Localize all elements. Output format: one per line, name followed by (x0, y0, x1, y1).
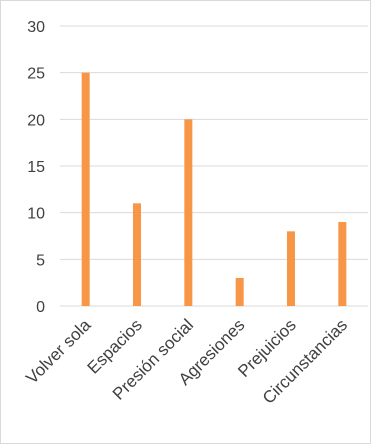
bar-volver-sola (81, 72, 90, 307)
y-tick-label-30: 30 (27, 19, 45, 36)
y-tick-label-20: 20 (27, 112, 45, 129)
bar-circunstancias (338, 222, 347, 306)
y-axis-ticks: 0 5 10 15 20 25 30 (27, 19, 45, 316)
y-tick-label-10: 10 (27, 206, 45, 223)
y-tick-label-0: 0 (36, 299, 45, 316)
bar-agresiones (235, 278, 244, 306)
x-tick-label-0: Volver sola (22, 315, 95, 388)
gridlines (60, 25, 368, 307)
y-tick-label-5: 5 (36, 252, 45, 269)
bar-espacios (133, 203, 141, 306)
bar-prejuicios (287, 231, 295, 306)
y-tick-label-15: 15 (27, 159, 45, 176)
bars (81, 72, 347, 307)
y-tick-label-25: 25 (27, 66, 45, 83)
bar-presi-n-social (184, 119, 193, 306)
